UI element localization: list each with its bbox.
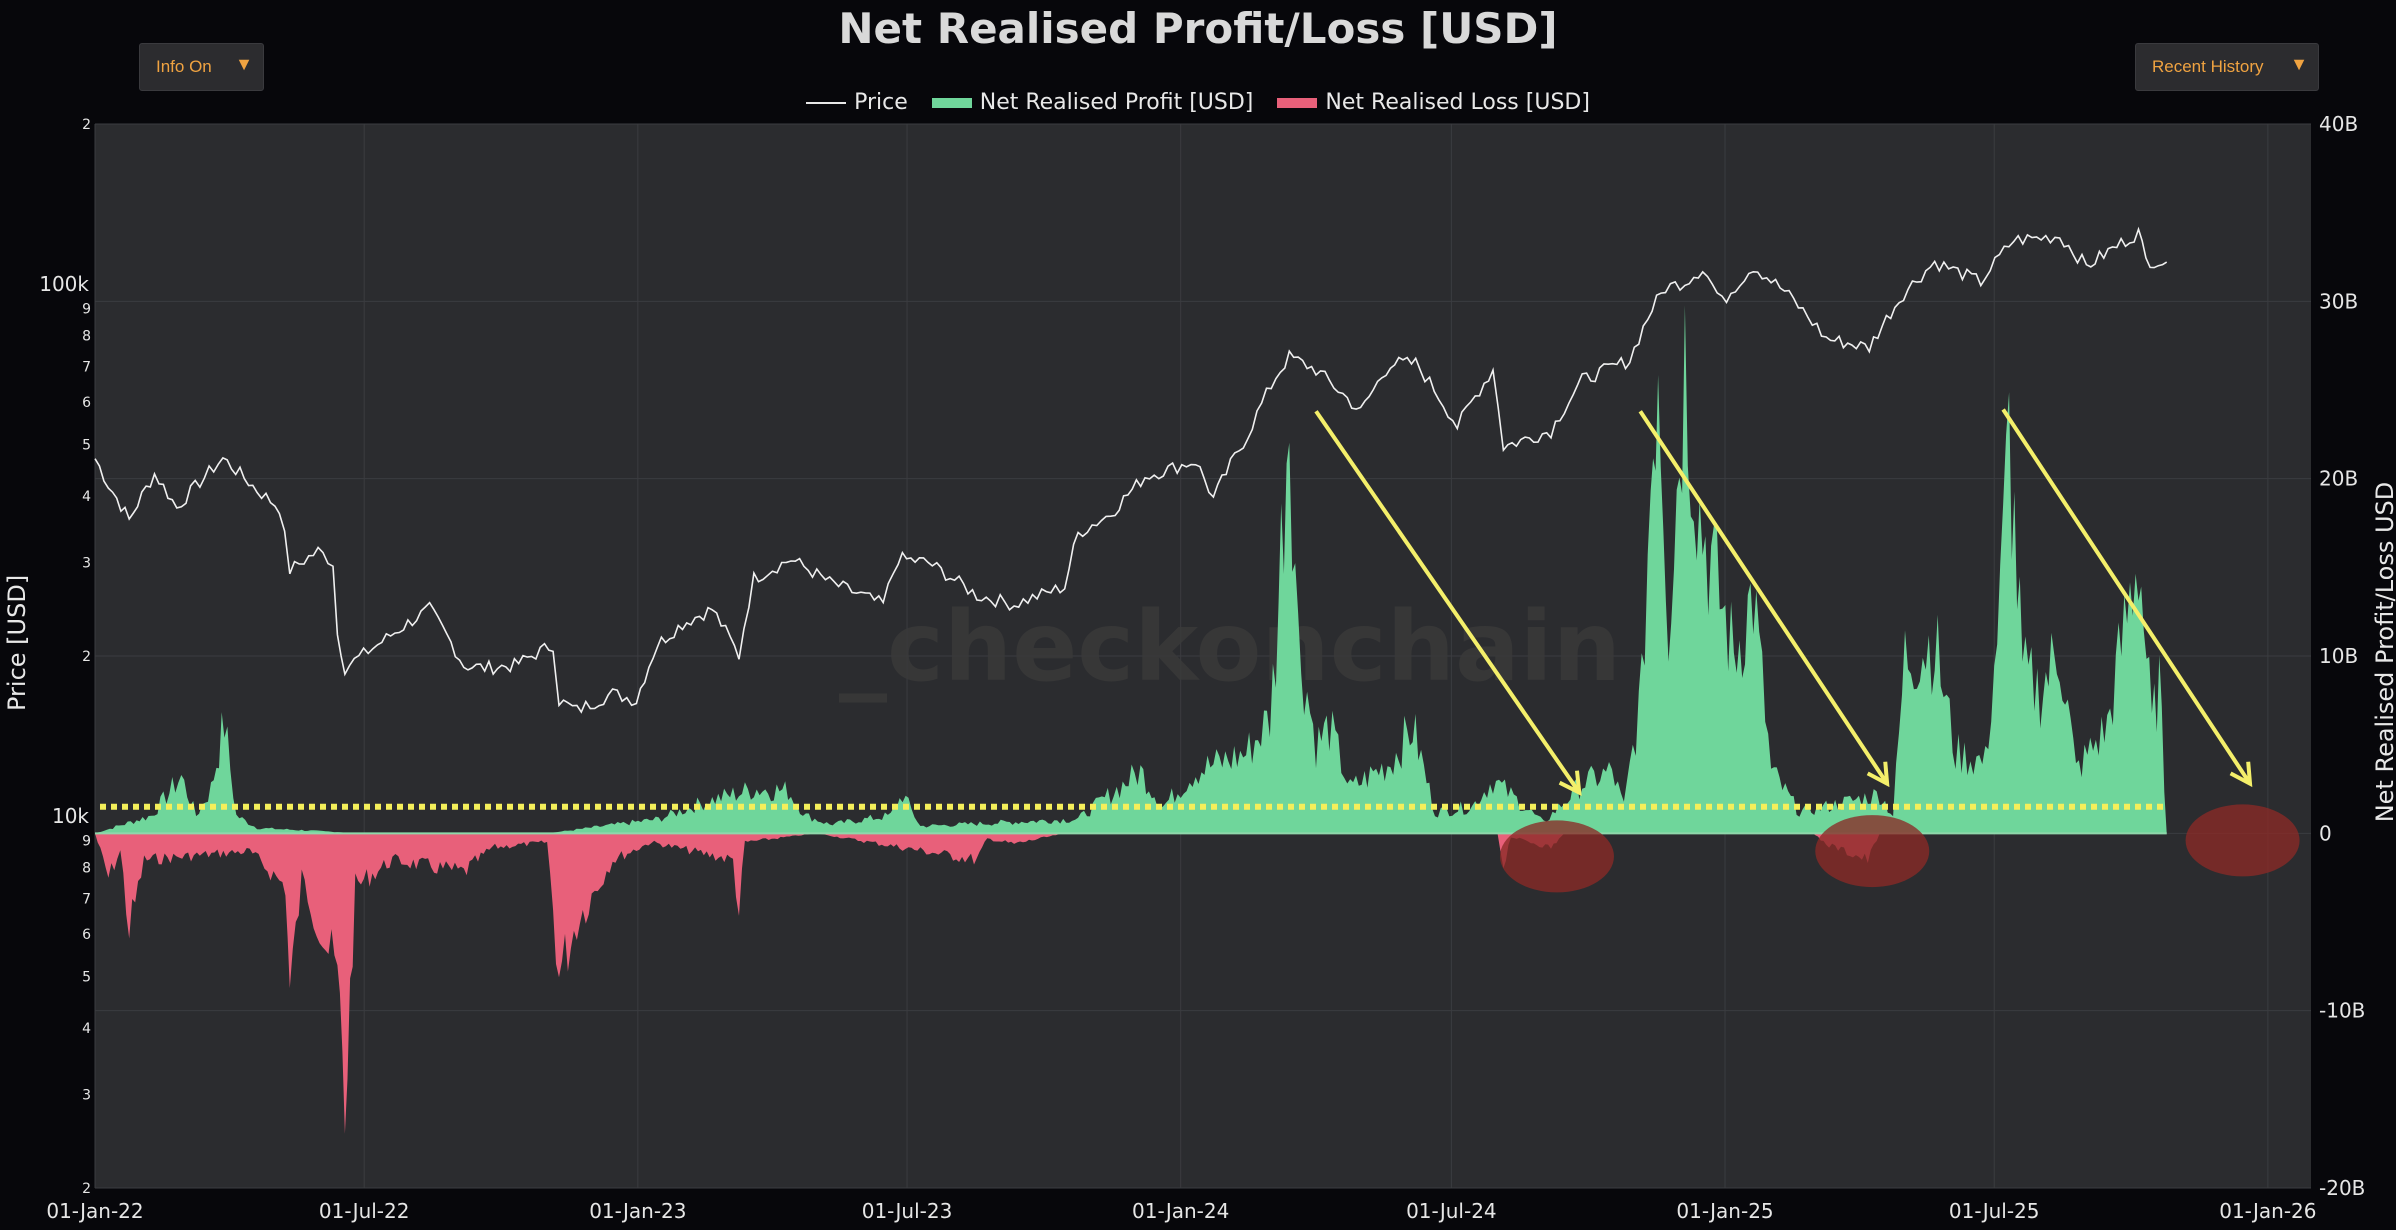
right-tick-label: 40B [2319,112,2358,136]
annotation-arrowhead [1558,770,1582,796]
info-toggle-dropdown[interactable]: Info On ▼ [139,43,264,91]
profit-area [95,305,2167,834]
annotation-circle [1815,815,1930,888]
left-major-tick-label: 10k [52,804,89,828]
x-tick-label: 01-Jul-24 [1406,1199,1497,1223]
right-tick-label: 20B [2319,467,2358,491]
left-minor-tick-label: 2 [82,649,91,665]
legend-swatch-profit [931,97,972,108]
legend-swatch-loss [1277,97,1318,108]
price-line [94,226,2168,714]
legend-item-loss[interactable]: Net Realised Loss [USD] [1277,90,1590,115]
x-tick-label: 01-Jul-23 [862,1199,953,1223]
range-dropdown[interactable]: Recent History ▼ [2135,43,2319,91]
left-minor-tick-label: 3 [82,1087,91,1103]
left-minor-tick-label: 2 [82,1181,91,1197]
left-minor-tick-label: 7 [82,360,91,376]
legend-item-profit[interactable]: Net Realised Profit [USD] [931,90,1254,115]
chevron-down-icon: ▼ [2290,54,2308,74]
watermark: _checkonchain [839,591,1621,703]
left-minor-tick-label: 8 [82,329,91,345]
legend-swatch-price [806,101,847,104]
chart-legend: Price Net Realised Profit [USD] Net Real… [0,90,2396,115]
chevron-down-icon: ▼ [235,54,253,74]
left-minor-tick-label: 8 [82,861,91,877]
left-minor-tick-label: 2 [82,117,91,133]
x-tick-label: 01-Jan-26 [2219,1199,2316,1223]
loss-area [95,833,2167,1134]
left-major-tick-label: 100k [39,272,89,296]
chart-title: Net Realised Profit/Loss [USD] [838,4,1558,53]
x-tick-label: 01-Jan-22 [46,1199,143,1223]
range-dropdown-label: Recent History [2152,57,2264,76]
info-toggle-label: Info On [156,57,212,76]
left-minor-tick-label: 7 [82,892,91,908]
left-minor-tick-label: 4 [82,1021,91,1037]
x-tick-label: 01-Jul-25 [1949,1199,2040,1223]
right-tick-label: 10B [2319,644,2358,668]
left-minor-tick-label: 9 [82,301,91,317]
left-minor-tick-label: 4 [82,489,91,505]
x-tick-label: 01-Jan-24 [1132,1199,1229,1223]
legend-label-price: Price [854,90,908,115]
annotation-arrow [1638,410,1889,785]
legend-label-profit: Net Realised Profit [USD] [979,90,1254,115]
right-tick-label: -10B [2319,999,2365,1023]
right-tick-label: 30B [2319,289,2358,313]
left-minor-tick-label: 9 [82,833,91,849]
annotation-arrowhead [1866,761,1890,788]
left-minor-tick-label: 5 [82,437,91,453]
annotation-arrowhead [2229,761,2253,788]
left-minor-tick-label: 3 [82,555,91,571]
left-axis-title: Price [USD] [3,574,31,711]
x-tick-label: 01-Jan-25 [1676,1199,1773,1223]
left-minor-tick-label: 6 [82,395,91,411]
annotation-arrow [2001,408,2252,785]
legend-label-loss: Net Realised Loss [USD] [1325,90,1590,115]
annotation-circle [2185,804,2300,877]
left-minor-tick-label: 5 [82,969,91,985]
right-tick-label: 0 [2319,821,2332,845]
annotation-arrow [1314,410,1581,794]
x-tick-label: 01-Jan-23 [589,1199,686,1223]
x-tick-label: 01-Jul-22 [319,1199,410,1223]
annotation-circle [1499,820,1614,893]
right-tick-label: -20B [2319,1176,2365,1200]
left-minor-tick-label: 6 [82,927,91,943]
legend-item-price[interactable]: Price [806,90,908,115]
right-axis-title: Net Realised Profit/Loss USD [2371,481,2396,823]
